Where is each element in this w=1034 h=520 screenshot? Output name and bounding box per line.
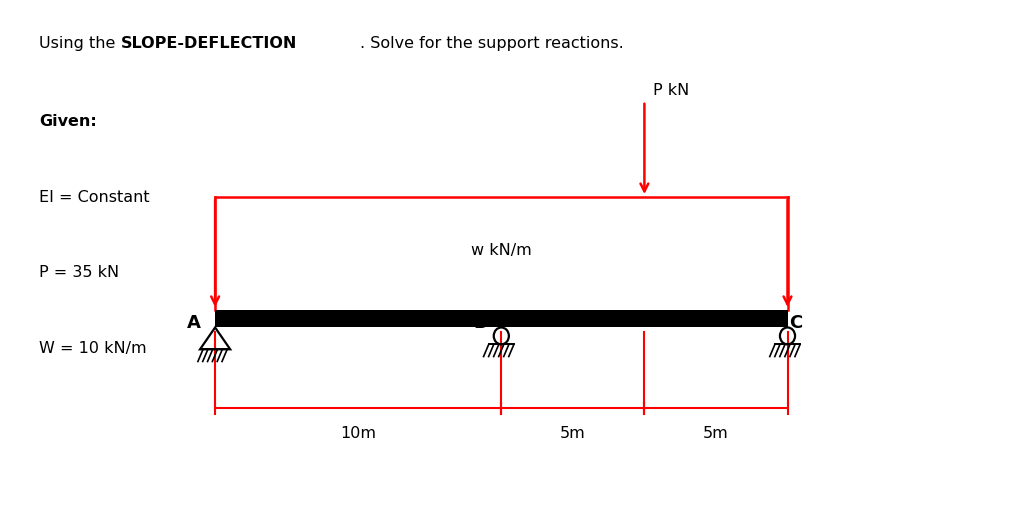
- Bar: [215, 310, 788, 328]
- Text: P = 35 kN: P = 35 kN: [39, 265, 119, 280]
- Text: B: B: [474, 314, 487, 332]
- Text: W = 10 kN/m: W = 10 kN/m: [39, 341, 147, 356]
- Text: w kN/m: w kN/m: [470, 243, 531, 258]
- Text: Given:: Given:: [39, 114, 97, 129]
- Text: EI = Constant: EI = Constant: [39, 190, 150, 205]
- Text: . Solve for the support reactions.: . Solve for the support reactions.: [360, 36, 624, 51]
- Text: SLOPE-DEFLECTION: SLOPE-DEFLECTION: [121, 36, 298, 51]
- Text: 10m: 10m: [340, 426, 376, 441]
- Text: A: A: [187, 314, 201, 332]
- Text: C: C: [789, 314, 802, 332]
- Text: P kN: P kN: [653, 83, 690, 98]
- Text: 5m: 5m: [703, 426, 729, 441]
- Text: 5m: 5m: [560, 426, 585, 441]
- Text: Using the: Using the: [39, 36, 121, 51]
